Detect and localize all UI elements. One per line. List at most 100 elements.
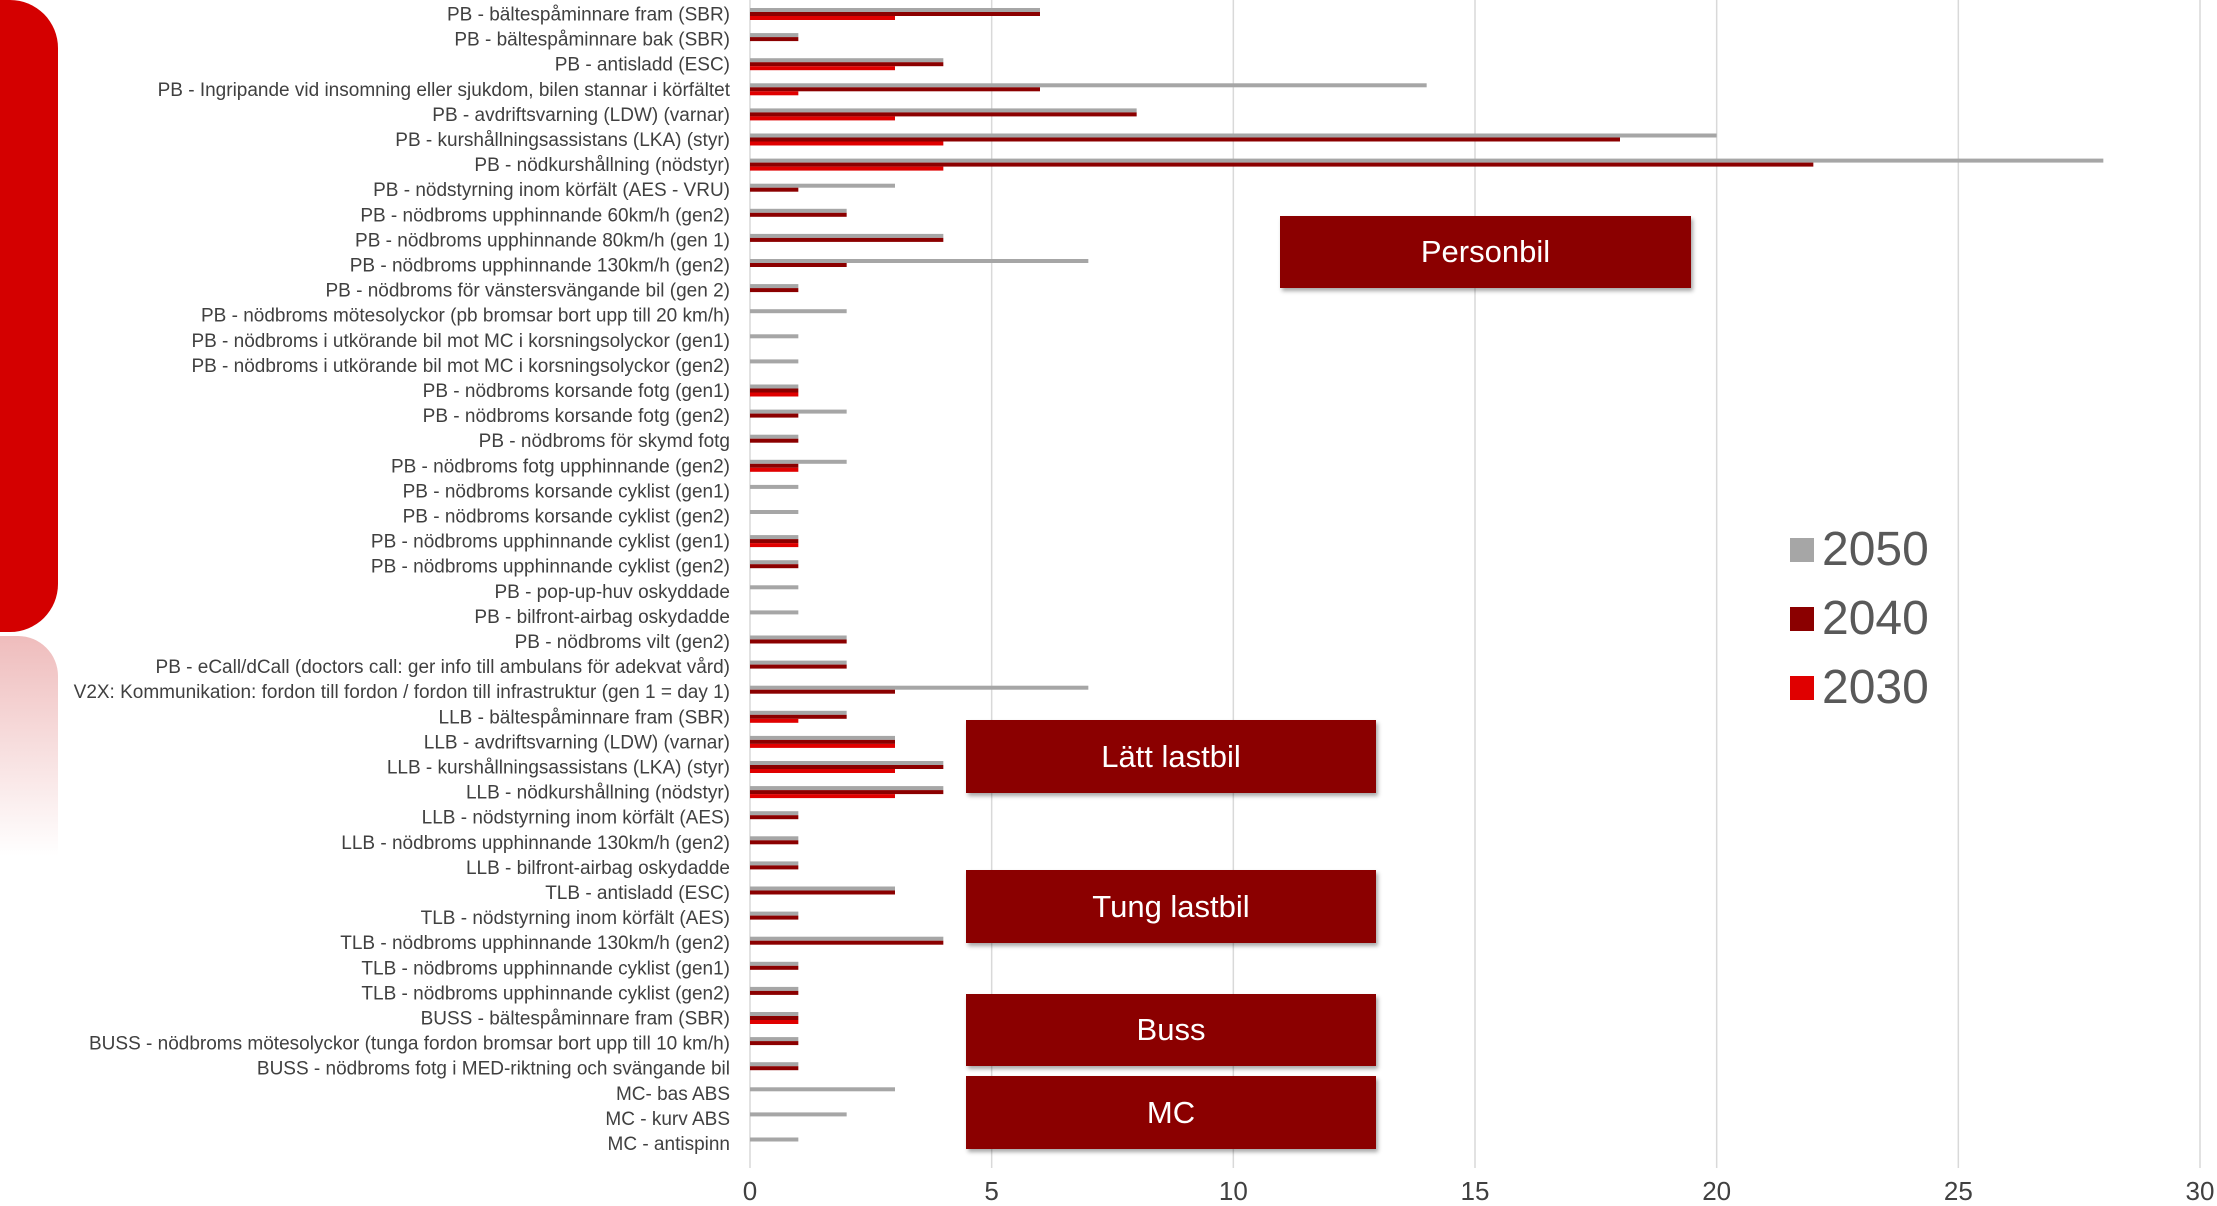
bar-2040 bbox=[750, 765, 944, 769]
category-label: PB - pop-up-huv oskyddade bbox=[494, 582, 730, 603]
bar-2040 bbox=[750, 463, 799, 468]
legend-label-2050: 2050 bbox=[1822, 523, 1929, 576]
bar-2040 bbox=[750, 87, 1040, 92]
bar-2050 bbox=[750, 660, 847, 665]
bar-2040 bbox=[750, 990, 799, 995]
legend-item-2030: 2030 bbox=[1790, 653, 1929, 722]
category-label: PB - avdriftsvarning (LDW) (varnar) bbox=[432, 105, 730, 126]
side-accent-bar bbox=[0, 0, 58, 632]
bar-2050 bbox=[750, 610, 799, 615]
bar-2040 bbox=[750, 664, 847, 669]
bar-2040 bbox=[750, 187, 799, 192]
bar-2040 bbox=[750, 112, 1137, 117]
bar-2040 bbox=[750, 865, 799, 870]
bar-2050 bbox=[750, 158, 2104, 163]
category-label: MC- bas ABS bbox=[616, 1084, 730, 1105]
x-tick-label-5: 5 bbox=[984, 1176, 998, 1206]
legend-item-2050: 2050 bbox=[1790, 515, 1929, 584]
bar-2050 bbox=[750, 1037, 799, 1042]
category-label: PB - nödbroms korsande fotg (gen1) bbox=[423, 381, 730, 402]
bar-2050 bbox=[750, 1137, 799, 1142]
bar-2050 bbox=[750, 986, 799, 991]
group-label-latt-lastbil: Lätt lastbil bbox=[966, 720, 1376, 793]
bar-2040 bbox=[750, 739, 895, 744]
bar-2050 bbox=[750, 83, 1427, 88]
bar-2050 bbox=[750, 1012, 799, 1016]
bar-2040 bbox=[750, 288, 799, 293]
bar-2040 bbox=[750, 564, 799, 569]
bar-2030 bbox=[750, 743, 895, 748]
bar-2050 bbox=[750, 58, 944, 63]
bar-2030 bbox=[750, 1020, 799, 1024]
bar-2050 bbox=[750, 208, 847, 213]
bar-2030 bbox=[750, 141, 944, 146]
x-tick-label-25: 25 bbox=[1944, 1176, 1973, 1206]
category-label: LLB - avdriftsvarning (LDW) (varnar) bbox=[424, 732, 730, 753]
category-label: PB - nödbroms upphinnande 60km/h (gen2) bbox=[360, 205, 730, 226]
category-label: PB - bilfront-airbag oskydadde bbox=[474, 607, 730, 628]
bar-2050 bbox=[750, 8, 1040, 12]
bar-2040 bbox=[750, 388, 799, 393]
bar-2030 bbox=[750, 392, 799, 397]
x-tick-label-30: 30 bbox=[2186, 1176, 2215, 1206]
bar-2040 bbox=[750, 639, 847, 644]
bar-2050 bbox=[750, 585, 799, 590]
bar-2050 bbox=[750, 259, 1089, 263]
bar-2050 bbox=[750, 334, 799, 339]
legend-swatch-2030 bbox=[1790, 675, 1814, 700]
category-label: PB - nödbroms korsande cyklist (gen1) bbox=[403, 481, 730, 502]
bar-2050 bbox=[750, 284, 799, 289]
category-label: PB - nödbroms vilt (gen2) bbox=[515, 632, 730, 653]
bar-2050 bbox=[750, 233, 944, 238]
bar-2030 bbox=[750, 794, 895, 799]
bar-2050 bbox=[750, 183, 895, 188]
bar-2040 bbox=[750, 539, 799, 544]
category-label: PB - kurshållningsassistans (LKA) (styr) bbox=[395, 130, 730, 151]
bar-2030 bbox=[750, 467, 799, 472]
category-label: LLB - bältespåminnare fram (SBR) bbox=[439, 707, 730, 728]
category-label: TLB - antisladd (ESC) bbox=[545, 883, 730, 904]
bar-2050 bbox=[750, 133, 1717, 138]
bar-2050 bbox=[750, 635, 847, 640]
bar-2050 bbox=[750, 309, 847, 314]
bar-2050 bbox=[750, 685, 1089, 690]
category-label: PB - Ingripande vid insomning eller sjuk… bbox=[158, 80, 731, 101]
bar-2050 bbox=[750, 786, 944, 791]
group-label-personbil: Personbil bbox=[1280, 216, 1691, 288]
bar-2040 bbox=[750, 212, 847, 217]
bar-2040 bbox=[750, 137, 1620, 142]
bar-2040 bbox=[750, 438, 799, 443]
bar-2040 bbox=[750, 1041, 799, 1046]
legend-label-2040: 2040 bbox=[1822, 592, 1929, 645]
legend-label-2030: 2030 bbox=[1822, 661, 1929, 714]
legend: 2050 2040 2030 bbox=[1790, 515, 1929, 722]
bar-2040 bbox=[750, 1066, 799, 1071]
group-label-tung-lastbil: Tung lastbil bbox=[966, 870, 1376, 943]
category-label: TLB - nödbroms upphinnande 130km/h (gen2… bbox=[340, 933, 730, 954]
bar-2030 bbox=[750, 166, 944, 171]
bar-2040 bbox=[750, 263, 847, 267]
bar-2030 bbox=[750, 543, 799, 548]
bar-2040 bbox=[750, 714, 847, 719]
bar-2040 bbox=[750, 62, 944, 67]
bar-2050 bbox=[750, 1062, 799, 1067]
bar-2050 bbox=[750, 434, 799, 439]
category-label: PB - nödbroms upphinnande cyklist (gen1) bbox=[371, 532, 730, 553]
bar-2050 bbox=[750, 961, 799, 966]
bar-2050 bbox=[750, 1087, 895, 1092]
group-label-buss: Buss bbox=[966, 994, 1376, 1066]
bar-2050 bbox=[750, 761, 944, 765]
category-label: TLB - nödbroms upphinnande cyklist (gen2… bbox=[361, 983, 730, 1004]
bar-2040 bbox=[750, 915, 799, 920]
category-label: LLB - nödbroms upphinnande 130km/h (gen2… bbox=[341, 833, 730, 854]
bar-2050 bbox=[750, 886, 895, 891]
bar-2050 bbox=[750, 710, 847, 715]
category-label: PB - bältespåminnare bak (SBR) bbox=[454, 30, 730, 51]
bar-2040 bbox=[750, 162, 1814, 167]
bar-2050 bbox=[750, 384, 799, 389]
bar-2040 bbox=[750, 37, 799, 42]
bar-2050 bbox=[750, 811, 799, 816]
bar-2050 bbox=[750, 33, 799, 38]
side-accent-fade bbox=[0, 636, 58, 856]
